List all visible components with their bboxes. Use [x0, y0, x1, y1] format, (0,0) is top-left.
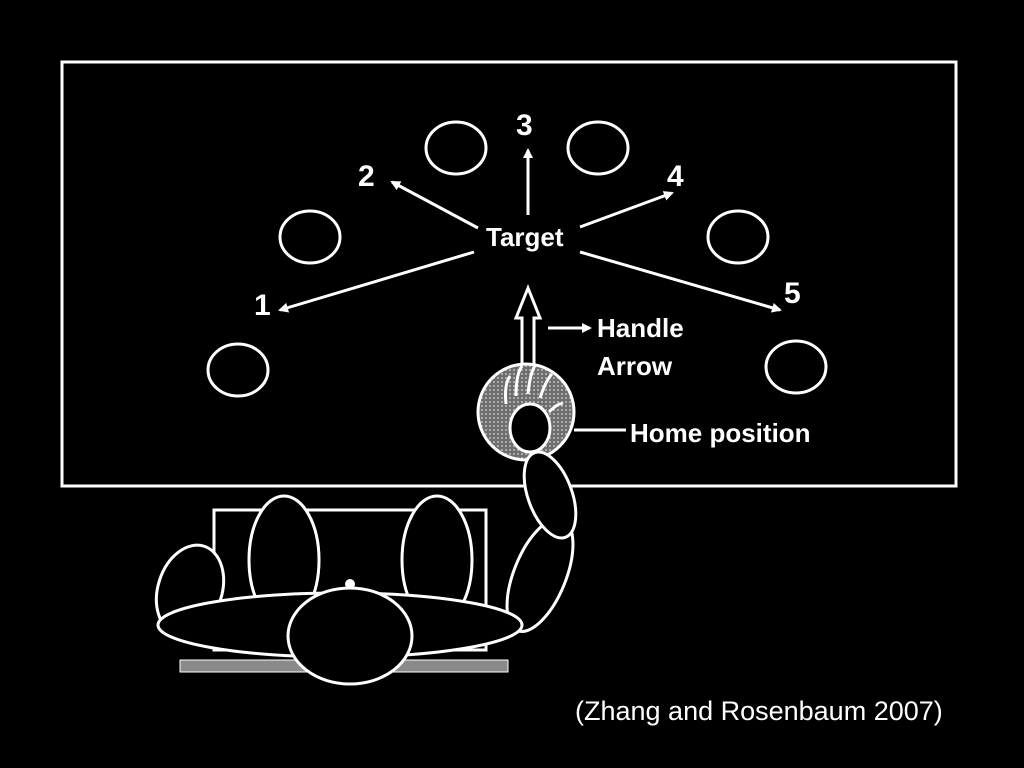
direction-arrows [278, 148, 782, 313]
nose [345, 579, 355, 589]
target-number-2: 2 [358, 160, 375, 193]
target-circle-6 [764, 339, 828, 395]
handle-arrow-shape [513, 283, 543, 374]
handle-label: Handle [597, 313, 684, 343]
arrow-to-2 [390, 180, 479, 230]
head [286, 586, 414, 686]
citation: (Zhang and Rosenbaum 2007) [575, 696, 943, 726]
target-circle-2 [278, 209, 342, 265]
target-number-5: 5 [784, 277, 801, 310]
arrow-to-5 [579, 250, 782, 313]
target-label: Target [486, 222, 564, 252]
forearm [522, 450, 578, 540]
target-number-3: 3 [516, 109, 533, 142]
target-circle-1 [206, 342, 270, 398]
hand-icon [504, 363, 564, 454]
participant-figure [154, 450, 578, 686]
target-circle-5 [706, 209, 770, 265]
target-circle-3 [424, 120, 488, 176]
arrow-to-1 [278, 250, 475, 313]
home-position-label: Home position [630, 418, 811, 448]
arrow-to-4 [579, 191, 674, 229]
arrow-label: Arrow [597, 351, 673, 381]
table-frame [60, 60, 958, 488]
target-circles [206, 120, 828, 398]
target-circle-4 [566, 120, 630, 176]
target-number-4: 4 [667, 160, 684, 193]
target-number-1: 1 [254, 289, 271, 322]
